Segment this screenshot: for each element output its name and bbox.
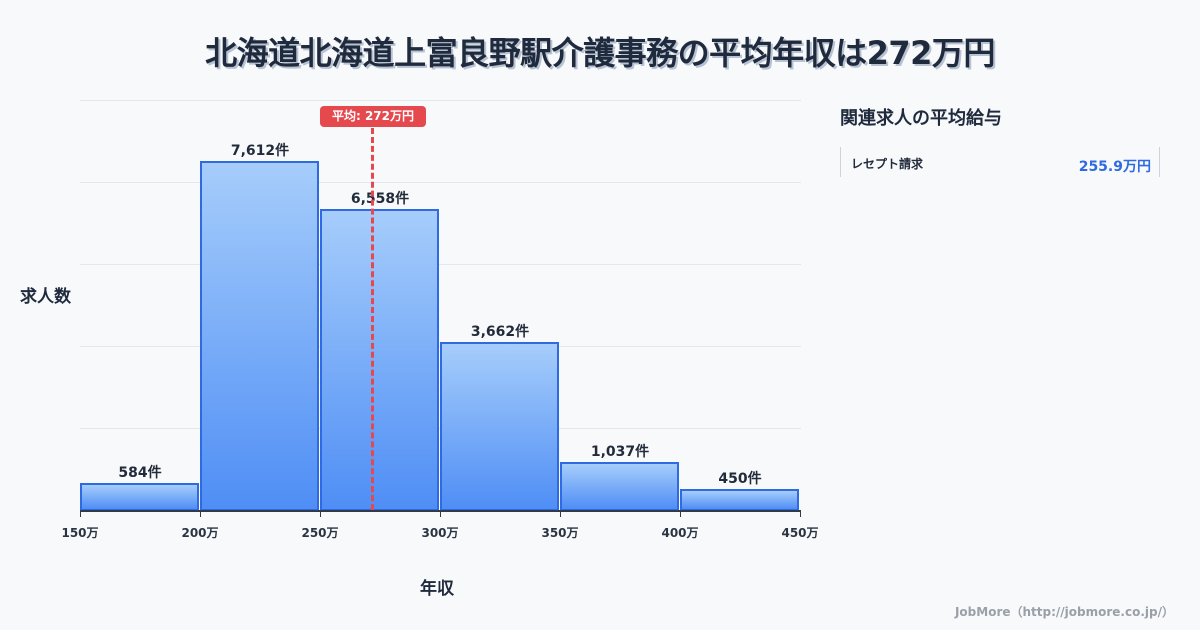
x-tick-label: 400万 bbox=[661, 526, 699, 540]
bar-150-200 bbox=[80, 483, 199, 511]
average-line bbox=[371, 128, 374, 510]
x-axis-label: 年収 bbox=[420, 579, 454, 599]
average-badge: 平均: 272万円 bbox=[320, 106, 426, 127]
x-tick bbox=[800, 511, 801, 517]
bar-value-label: 450件 bbox=[718, 471, 762, 487]
bar-value-label: 3,662件 bbox=[470, 324, 530, 340]
bar-value-label: 584件 bbox=[118, 465, 162, 481]
related-job-name: レセプト請求 bbox=[851, 157, 924, 171]
x-tick-label: 350万 bbox=[541, 526, 579, 540]
gridline bbox=[80, 100, 801, 101]
bar-200-250 bbox=[200, 161, 319, 511]
x-tick bbox=[80, 511, 81, 517]
x-tick-label: 300万 bbox=[421, 526, 459, 540]
x-tick bbox=[680, 511, 681, 517]
bar-300-350 bbox=[440, 342, 559, 511]
related-job-item: レセプト請求 255.9万円 bbox=[840, 147, 1160, 177]
x-tick-label: 150万 bbox=[61, 526, 99, 540]
gridline bbox=[80, 182, 801, 183]
bar-value-label: 6,558件 bbox=[350, 191, 410, 207]
x-tick bbox=[560, 511, 561, 517]
source-credit: JobMore（http://jobmore.co.jp/） bbox=[954, 605, 1174, 619]
bar-value-label: 7,612件 bbox=[230, 143, 290, 159]
gridline bbox=[80, 264, 801, 265]
related-jobs-title: 関連求人の平均給与 bbox=[840, 108, 1002, 129]
bar-value-label: 1,037件 bbox=[590, 444, 650, 460]
related-job-salary: 255.9万円 bbox=[1078, 159, 1151, 175]
bar-250-300 bbox=[320, 209, 439, 511]
x-tick-label: 250万 bbox=[301, 526, 339, 540]
bar-350-400 bbox=[560, 462, 679, 511]
x-tick bbox=[320, 511, 321, 517]
x-tick bbox=[440, 511, 441, 517]
x-tick-label: 200万 bbox=[181, 526, 219, 540]
page-title: 北海道北海道上富良野駅介護事務の平均年収は272万円 bbox=[205, 34, 995, 72]
y-axis-label: 求人数 bbox=[20, 287, 71, 307]
bar-400-450 bbox=[680, 489, 799, 511]
x-tick-label: 450万 bbox=[781, 526, 819, 540]
x-tick bbox=[200, 511, 201, 517]
